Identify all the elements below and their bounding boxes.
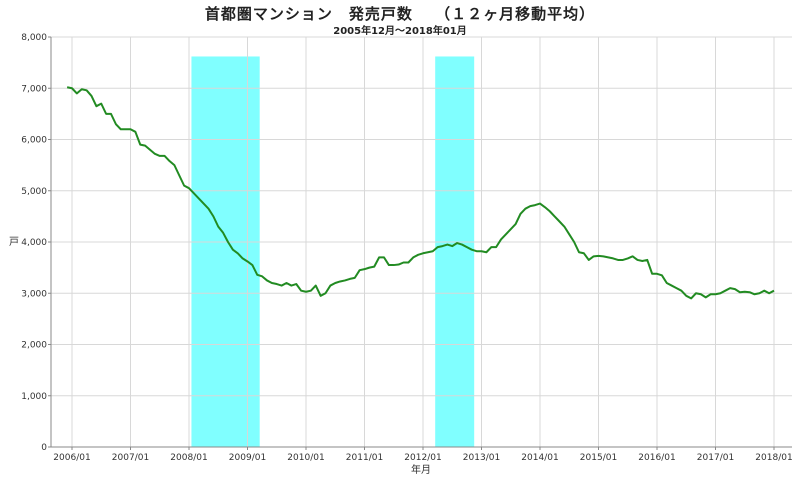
x-tick-label: 2008/01 (170, 453, 207, 463)
x-tick-label: 2011/01 (346, 453, 383, 463)
chart-title: 首都圏マンション 発売戸数 （１２ヶ月移動平均） (204, 5, 596, 23)
x-axis-label: 年月 (411, 463, 431, 476)
x-tick-label: 2009/01 (229, 453, 266, 463)
series-line (66, 86, 775, 300)
y-axis-label: 戸 (9, 236, 19, 248)
chart-subtitle: 2005年12月～2018年01月 (333, 26, 467, 37)
x-tick-label: 2013/01 (463, 453, 500, 463)
x-tick-label: 2018/01 (755, 453, 792, 463)
y-tick-label: 3,000 (21, 289, 47, 299)
x-tick-label: 2014/01 (521, 453, 558, 463)
y-tick-label: 4,000 (21, 238, 47, 248)
shaded-period-1 (191, 56, 260, 447)
x-tick-label: 2006/01 (53, 453, 90, 463)
shaded-period-2 (435, 56, 475, 447)
y-tick-label: 1,000 (21, 392, 47, 402)
x-tick-label: 2012/01 (404, 453, 441, 463)
y-tick-label: 5,000 (21, 187, 47, 197)
y-tick-label: 8,000 (21, 33, 47, 43)
x-tick-label: 2017/01 (697, 453, 734, 463)
x-tick-label: 2010/01 (287, 453, 324, 463)
y-tick-label: 2,000 (21, 341, 47, 351)
x-tick-label: 2007/01 (112, 453, 149, 463)
y-tick-label: 6,000 (21, 136, 47, 146)
y-tick-label: 0 (41, 443, 47, 453)
x-tick-label: 2015/01 (580, 453, 617, 463)
y-tick-label: 7,000 (21, 84, 47, 94)
x-tick-label: 2016/01 (638, 453, 675, 463)
